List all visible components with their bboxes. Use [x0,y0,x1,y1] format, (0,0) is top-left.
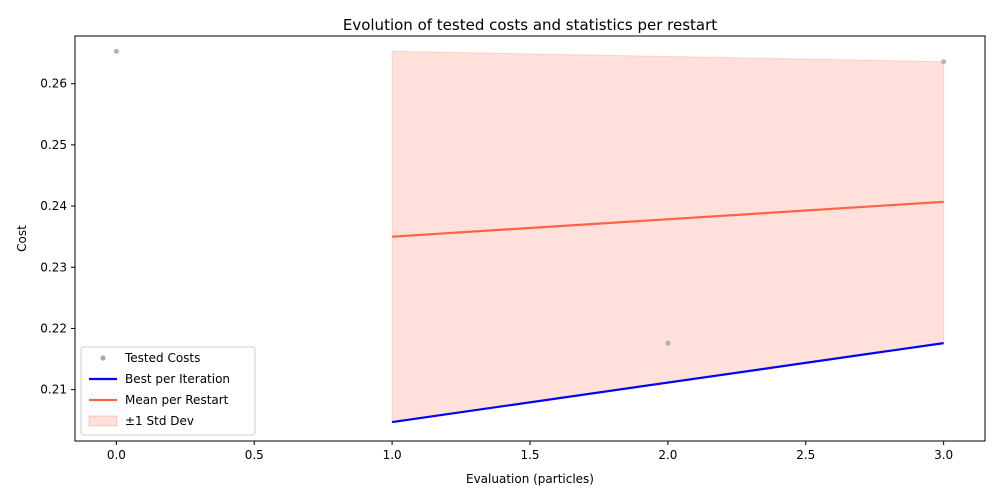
legend-label: ±1 Std Dev [125,414,194,428]
best-per-iteration-line [391,342,944,424]
x-tick-label: 2.0 [658,448,677,462]
chart-title: Evolution of tested costs and statistics… [343,16,717,34]
y-tick-label: 0.21 [40,383,67,397]
std-dev-band [391,50,945,423]
tested-cost-point [665,340,671,346]
y-axis: 0.21 0.22 0.23 0.24 0.25 0.26 [40,77,75,397]
legend-box [80,346,256,436]
x-tick-label: 1.0 [383,448,402,462]
legend-label: Best per Iteration [125,372,230,386]
x-axis: 0.0 0.5 1.0 1.5 2.0 2.5 3.0 [107,441,953,462]
tested-cost-point [113,48,119,54]
y-tick-label: 0.24 [40,199,67,213]
x-tick-label: 3.0 [934,448,953,462]
plot-area [113,48,947,424]
legend-marker-tested-costs [100,355,106,361]
y-tick-label: 0.26 [40,77,67,91]
y-axis-label: Cost [15,225,29,252]
y-tick-label: 0.22 [40,321,67,335]
mean-per-restart-line [392,200,944,238]
y-tick-label: 0.25 [40,138,67,152]
x-tick-label: 0.5 [245,448,264,462]
x-tick-label: 0.0 [107,448,126,462]
y-tick-label: 0.23 [40,260,67,274]
x-tick-label: 2.5 [796,448,815,462]
legend-label: Mean per Restart [125,393,229,407]
legend-label: Tested Costs [124,351,200,365]
tested-cost-point [941,59,947,65]
legend: Tested Costs Best per Iteration Mean per R… [80,346,256,436]
legend-patch-swatch [88,415,118,427]
x-axis-label: Evaluation (particles) [466,472,594,486]
x-tick-label: 1.5 [520,448,539,462]
